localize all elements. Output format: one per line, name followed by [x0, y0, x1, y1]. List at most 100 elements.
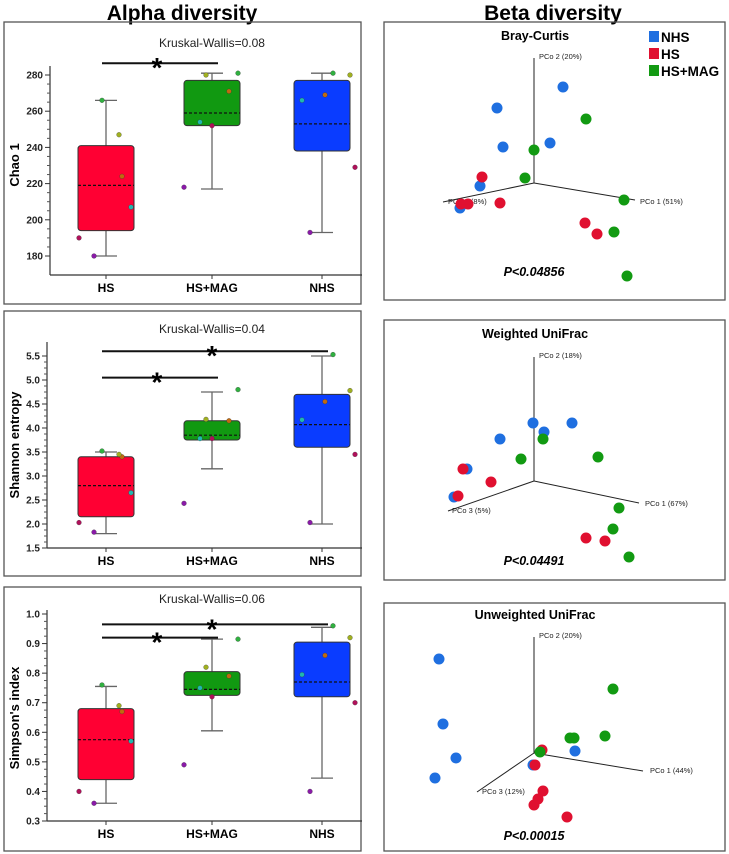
- y-tick-label: 1.5: [26, 544, 40, 555]
- y-tick-label: 0.5: [26, 757, 40, 768]
- pc1-axis: [533, 480, 640, 504]
- pcoa-point-hs: [580, 532, 592, 544]
- pcoa-point-hs: [457, 463, 469, 475]
- data-point: [347, 635, 353, 641]
- p-value: P<0.04491: [504, 554, 565, 568]
- data-point: [352, 700, 358, 706]
- data-point: [235, 636, 241, 642]
- y-tick-label: 3.5: [26, 448, 40, 459]
- y-tick-label: 240: [26, 143, 43, 154]
- y-tick-label: 0.8: [26, 669, 40, 680]
- pcoa-point-hs-mag: [592, 451, 604, 463]
- pcoa-point-hs-mag: [534, 746, 546, 758]
- kruskal-wallis-annotation: Kruskal-Wallis=0.04: [159, 322, 265, 336]
- data-point: [347, 388, 353, 394]
- y-tick-label: 200: [26, 215, 43, 226]
- pcoa-point-hs: [452, 490, 464, 502]
- pc3-label: PCo 3 (12%): [482, 787, 525, 796]
- pcoa-point-hs: [528, 799, 540, 811]
- pcoa-point-nhs: [474, 180, 486, 192]
- p-value: P<0.04856: [504, 265, 566, 279]
- pcoa-point-nhs: [497, 141, 509, 153]
- alpha-panel-3: 0.3 0.4 0.5 0.6 0.7 0.8 0.9 1.0 Simpson's index K…: [3, 586, 362, 852]
- pc1-axis: [533, 752, 644, 772]
- pcoa-point-hs: [561, 811, 573, 823]
- data-point: [116, 451, 122, 457]
- y-tick-label: 0.6: [26, 728, 40, 739]
- data-point: [352, 451, 358, 457]
- data-point: [235, 387, 241, 393]
- pcoa-point-hs: [462, 198, 474, 210]
- data-point: [209, 694, 215, 700]
- pcoa-point-hs-mag: [618, 194, 630, 206]
- y-tick-label: 2.0: [26, 520, 40, 531]
- box-hs-mag: [183, 79, 241, 127]
- data-point: [203, 416, 209, 422]
- data-point: [235, 70, 241, 76]
- data-point: [299, 417, 305, 423]
- y-axis-label: Chao 1: [7, 143, 22, 186]
- box-hs: [77, 708, 135, 781]
- pcoa-point-hs: [579, 217, 591, 229]
- beta-diversity-header: Beta diversity: [484, 2, 622, 25]
- pcoa-point-nhs: [437, 718, 449, 730]
- y-tick-label: 4.5: [26, 400, 40, 411]
- pcoa-point-nhs: [569, 745, 581, 757]
- data-point: [322, 399, 328, 405]
- pcoa-point-hs-mag: [607, 683, 619, 695]
- pc3-axis: [476, 752, 535, 793]
- data-point: [197, 685, 203, 691]
- y-tick-label: 280: [26, 71, 43, 82]
- data-point: [307, 520, 313, 526]
- legend-swatch: [649, 65, 659, 76]
- data-point: [181, 184, 187, 190]
- panel-frame: [383, 21, 726, 301]
- data-point: [299, 672, 305, 678]
- kruskal-wallis-annotation: Kruskal-Wallis=0.08: [159, 36, 265, 50]
- data-point: [209, 436, 215, 442]
- significance-asterisk: *: [207, 340, 218, 371]
- pc2-label: PCo 2 (18%): [539, 351, 582, 360]
- data-point: [330, 623, 336, 629]
- y-tick-label: 3.0: [26, 472, 40, 483]
- data-point: [91, 253, 97, 259]
- pc1-label: PCo 1 (67%): [645, 499, 688, 508]
- data-point: [76, 520, 82, 526]
- pcoa-point-hs-mag: [607, 523, 619, 535]
- x-tick-label: HS+MAG: [186, 554, 238, 568]
- data-point: [197, 119, 203, 125]
- pcoa-point-nhs: [557, 81, 569, 93]
- box-nhs: [293, 641, 351, 698]
- pcoa-point-nhs: [429, 772, 441, 784]
- pc1-label: PCo 1 (51%): [640, 197, 683, 206]
- data-point: [226, 418, 232, 424]
- pcoa-point-nhs: [433, 653, 445, 665]
- y-axis-label: Shannon entropy: [7, 391, 22, 499]
- panel-frame: [3, 310, 362, 577]
- beta-panel-2: Weighted UniFrac PCo 2 (18%) PCo 1 (67%) PC…: [383, 319, 726, 581]
- pcoa-point-nhs: [491, 102, 503, 114]
- alpha-panel-2: 1.5 2.0 2.5 3.0 3.5 4.0 4.5 5.0 5.5 Shannon entro…: [3, 310, 362, 577]
- box-nhs: [293, 79, 351, 152]
- pcoa-point-hs-mag: [580, 113, 592, 125]
- data-point: [91, 529, 97, 535]
- pcoa-title: Bray-Curtis: [501, 29, 569, 43]
- pc2-label: PCo 2 (20%): [539, 631, 582, 640]
- pc3-axis: [447, 480, 535, 512]
- y-tick-label: 180: [26, 252, 43, 263]
- pcoa-point-hs: [599, 535, 611, 547]
- x-tick-label: HS+MAG: [186, 281, 238, 295]
- data-point: [116, 703, 122, 709]
- data-point: [99, 97, 105, 103]
- pcoa-point-hs: [476, 171, 488, 183]
- box-hs: [77, 145, 135, 232]
- legend-label: HS: [661, 47, 680, 62]
- significance-asterisk: *: [152, 52, 163, 83]
- data-point: [203, 664, 209, 670]
- box-hs-mag: [183, 671, 241, 696]
- data-point: [128, 204, 134, 210]
- x-tick-label: HS+MAG: [186, 827, 238, 841]
- alpha-panel-1: 180 200 220 240 260 280 Chao 1 Kruskal-Wallis=0…: [3, 21, 362, 305]
- significance-asterisk: *: [207, 613, 218, 644]
